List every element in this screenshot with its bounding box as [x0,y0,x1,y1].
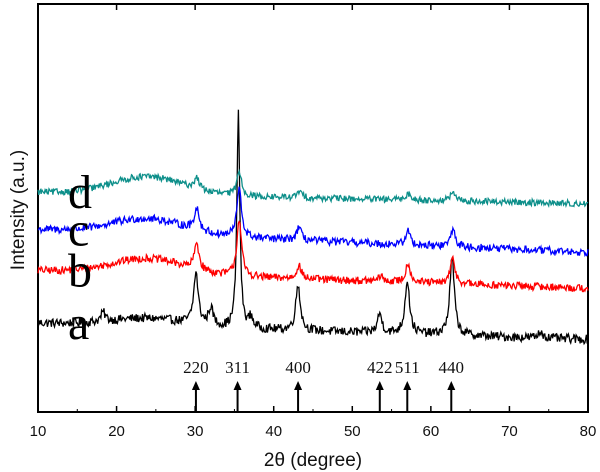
series-label-c: c [68,203,89,256]
hkl-label-400: 400 [285,358,311,377]
reference-arrow-511 [403,381,412,390]
x-tick-label-40: 40 [265,423,282,440]
hkl-label-220: 220 [183,358,209,377]
hkl-label-440: 440 [439,358,465,377]
hkl-label-422: 422 [367,358,393,377]
series-a-line [37,109,589,346]
reference-arrow-220 [191,381,200,390]
y-axis-title: Intensity (a.u.) [8,150,29,270]
x-tick-label-60: 60 [423,423,440,440]
series-b-line [37,220,589,293]
series-label-b: b [68,244,92,297]
curves-layer [37,109,589,346]
x-tick-label-70: 70 [501,423,518,440]
reference-arrow-400 [294,381,303,390]
x-tick-label-80: 80 [580,423,597,440]
hkl-label-511: 511 [395,358,420,377]
x-tick-label-50: 50 [344,423,361,440]
x-tick-label-30: 30 [187,423,204,440]
plot-frame [37,3,589,413]
series-c-line [37,186,589,258]
reference-arrow-440 [447,381,456,390]
series-label-a: a [68,297,89,350]
series-d-line [37,168,589,209]
x-axis-ticks: 10 20 30 40 50 60 70 80 [30,4,597,440]
x-axis-title: 2θ (degree) [264,450,362,471]
reference-arrow-422 [375,381,384,390]
reference-arrow-311 [233,381,242,390]
series-label-d: d [68,166,92,219]
x-tick-label-10: 10 [30,423,47,440]
reference-lines-layer: 220 311 400 422 511 440 [183,358,464,412]
hkl-label-311: 311 [225,358,250,377]
x-tick-label-20: 20 [108,423,125,440]
